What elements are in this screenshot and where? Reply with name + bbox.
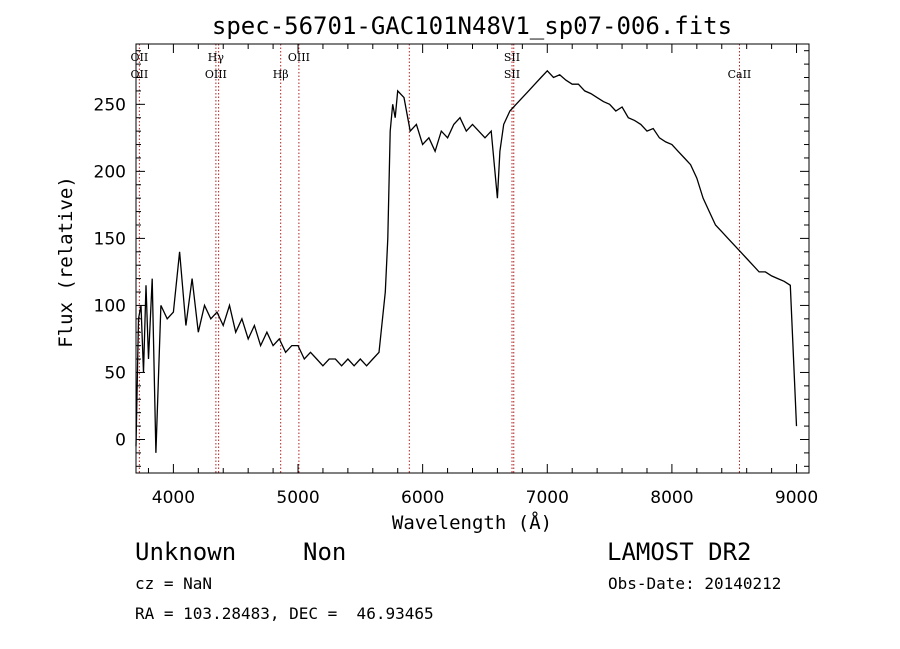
marker-label-upper: Hγ [208, 51, 225, 64]
x-tick-label: 5000 [276, 488, 319, 508]
x-tick-label: 4000 [152, 488, 195, 508]
redshift-label: cz = NaN [135, 574, 213, 593]
marker-label-lower: SII [504, 68, 520, 81]
y-tick-label: 100 [94, 296, 126, 316]
marker-label-lower: Hβ [273, 68, 289, 81]
marker-label-lower: CaII [728, 68, 752, 81]
y-tick-label: 150 [94, 229, 126, 249]
plot-frame [135, 43, 810, 474]
y-axis-label: Flux (relative) [55, 176, 77, 348]
y-tick-label: 0 [115, 430, 126, 450]
obs-date: Obs-Date: 20140212 [608, 574, 782, 593]
chart-title: spec-56701-GAC101N48V1_sp07-006.fits [212, 12, 732, 40]
marker-label-lower: OIII [205, 68, 227, 81]
x-axis-ticks: 4000 5000 6000 7000 8000 9000 [147, 44, 818, 508]
y-axis-ticks: 0 50 100 150 200 250 [94, 50, 809, 467]
object-class: Unknown [135, 538, 237, 566]
ra-dec: RA = 103.28483, DEC = 46.93465 [135, 604, 434, 623]
marker-label-lower: OII [131, 68, 149, 81]
emission-line-labels: OII OII Hγ OIII Hβ OIII SII SII CaII [131, 51, 752, 81]
spectrum-series-line [135, 69, 798, 453]
marker-label-upper: OII [131, 51, 149, 64]
y-tick-label: 50 [104, 363, 126, 383]
emission-line-markers [138, 44, 740, 473]
x-tick-label: 9000 [775, 488, 818, 508]
y-tick-label: 250 [94, 95, 126, 115]
x-tick-label: 7000 [526, 488, 569, 508]
object-subclass: Non [303, 538, 347, 566]
marker-label-upper: SII [504, 51, 520, 64]
y-tick-label: 200 [94, 162, 126, 182]
x-tick-label: 6000 [401, 488, 444, 508]
x-tick-label: 8000 [650, 488, 693, 508]
marker-label-upper: OIII [288, 51, 310, 64]
x-axis-label: Wavelength (Å) [392, 511, 552, 534]
survey-name: LAMOST DR2 [607, 538, 752, 566]
